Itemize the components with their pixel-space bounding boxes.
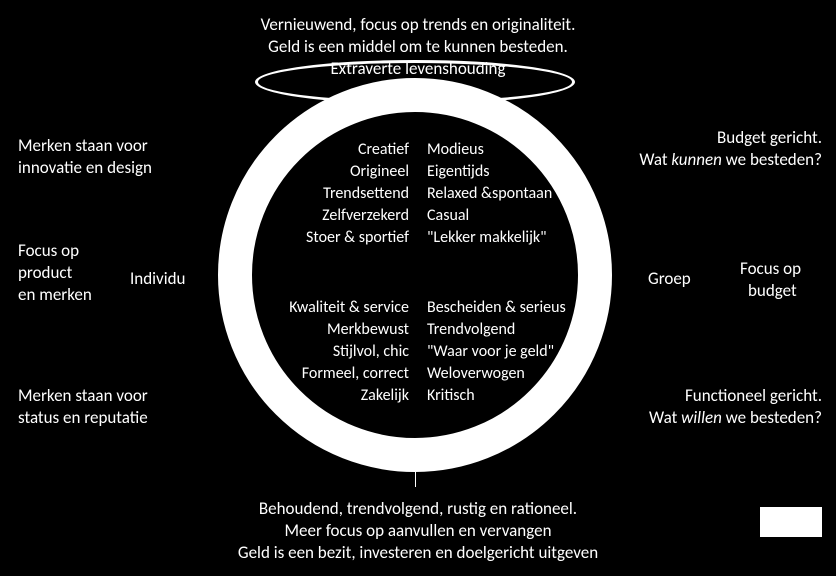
outer-left-top-l2: innovatie en design (18, 157, 152, 178)
outer-right-bot-l2c: we besteden? (722, 407, 822, 428)
outer-right-bot-l2: Wat willen we besteden? (649, 407, 822, 428)
outer-left-bot-l1: Merken staan voor (18, 385, 148, 406)
outer-right-top-l2a: Wat (639, 149, 671, 170)
quad-bl-0: Kwaliteit & service (289, 298, 409, 318)
quad-br-1: Trendvolgend (427, 320, 515, 340)
outer-right-mid-l1: Focus op (740, 258, 801, 279)
outer-left-top-l1: Merken staan voor (18, 135, 148, 156)
outer-left-mid-l2: product (18, 262, 72, 283)
quad-bl-1: Merkbewust (327, 320, 409, 340)
quad-tl-1: Origineel (350, 162, 409, 182)
quad-tr-1: Eigentijds (427, 162, 490, 182)
white-rectangle (760, 507, 822, 537)
quad-br-4: Kritisch (427, 386, 475, 406)
quad-tl-2: Trendsettend (323, 184, 409, 204)
quad-tr-2: Relaxed &spontaan (427, 184, 552, 204)
outer-right-bot-l2a: Wat (649, 407, 681, 428)
outer-left-mid-l3: en merken (18, 284, 92, 305)
quad-br-3: Weloverwogen (427, 364, 525, 384)
quad-tr-3: Casual (427, 206, 469, 226)
outer-right-bot-l1: Functioneel gericht. (685, 385, 822, 406)
outer-right-top-l1: Budget gericht. (717, 127, 822, 148)
bottom-tick (415, 453, 416, 487)
quad-bl-4: Zakelijk (361, 386, 409, 406)
bottom-text-line1: Behoudend, trendvolgend, rustig en ratio… (259, 498, 577, 519)
quad-tl-4: Stoer & sportief (306, 228, 409, 248)
outer-left-bot-l2: status en reputatie (18, 407, 148, 428)
outer-left-mid-l1: Focus op (18, 240, 79, 261)
outer-right-bot-l2b: willen (681, 407, 722, 428)
outer-right-top-l2b: kunnen (671, 149, 721, 170)
bottom-text-line2: Meer focus op aanvullen en vervangen (285, 520, 552, 541)
quad-bl-2: Stijlvol, chic (333, 342, 409, 362)
quad-tr-0: Modieus (427, 140, 484, 160)
axis-left-label: Individu (130, 268, 186, 289)
bottom-text-line3: Geld is een bezit, investeren en doelger… (238, 542, 598, 563)
quad-bl-3: Formeel, correct (302, 364, 409, 384)
outer-right-top-l2c: we besteden? (722, 149, 822, 170)
axis-right-label: Groep (648, 268, 691, 289)
quad-br-0: Bescheiden & serieus (427, 298, 566, 318)
top-text-line1: Vernieuwend, focus op trends en original… (261, 14, 576, 35)
quad-tl-0: Creatief (358, 140, 409, 160)
quad-br-2: "Waar voor je geld" (427, 342, 554, 362)
outer-right-top-l2: Wat kunnen we besteden? (639, 149, 822, 170)
top-text-line2: Geld is een middel om te kunnen besteden… (268, 36, 568, 57)
top-text-line3: Extraverte levenshouding (331, 58, 506, 79)
outer-right-mid-l2: budget (748, 280, 797, 301)
quad-tl-3: Zelfverzekerd (322, 206, 409, 226)
main-ring (218, 78, 612, 472)
quad-tr-4: "Lekker makkelijk" (427, 228, 547, 248)
